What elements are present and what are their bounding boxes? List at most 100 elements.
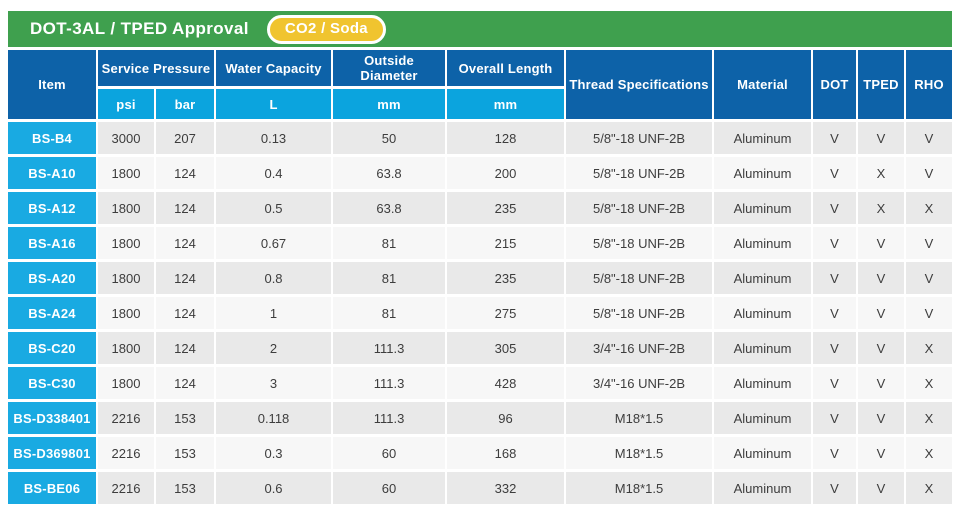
spec-table: Item Service Pressure Water Capacity Out… xyxy=(6,47,954,507)
col-header-dot: DOT xyxy=(813,50,857,119)
col-subheader-psi: psi xyxy=(98,89,154,119)
cell-material: Aluminum xyxy=(714,437,812,469)
cell-tped: V xyxy=(858,472,905,504)
cell-psi: 2216 xyxy=(98,402,154,434)
table-row: BS-D369801 2216 153 0.3 60 168 M18*1.5 Aluminum… xyxy=(8,437,953,469)
col-header-material: Material xyxy=(714,50,812,119)
cell-material: Aluminum xyxy=(714,157,812,189)
cell-water-capacity-l: 0.6 xyxy=(216,472,332,504)
cell-rho: X xyxy=(906,437,953,469)
cell-rho: X xyxy=(906,472,953,504)
cell-bar: 207 xyxy=(156,122,215,154)
cell-tped: V xyxy=(858,402,905,434)
cell-bar: 153 xyxy=(156,437,215,469)
cell-dot: V xyxy=(813,472,857,504)
table-row: BS-A10 1800 124 0.4 63.8 200 5/8"-18 UNF-2B Alu… xyxy=(8,157,953,189)
cell-material: Aluminum xyxy=(714,122,812,154)
table-row: BS-B4 3000 207 0.13 50 128 5/8"-18 UNF-2B Alumi… xyxy=(8,122,953,154)
cell-thread: M18*1.5 xyxy=(566,402,713,434)
cell-dot: V xyxy=(813,227,857,259)
cell-item: BS-C20 xyxy=(8,332,96,364)
cell-psi: 3000 xyxy=(98,122,154,154)
cell-water-capacity-l: 2 xyxy=(216,332,332,364)
cell-item: BS-D338401 xyxy=(8,402,96,434)
cell-bar: 124 xyxy=(156,262,215,294)
cell-psi: 1800 xyxy=(98,332,154,364)
col-subheader-outside-diameter-unit: mm xyxy=(333,89,446,119)
cell-dot: V xyxy=(813,157,857,189)
cell-item: BS-B4 xyxy=(8,122,96,154)
cell-overall-length-mm: 235 xyxy=(447,262,565,294)
table-body: BS-B4 3000 207 0.13 50 128 5/8"-18 UNF-2B Alumi… xyxy=(8,122,953,504)
cell-dot: V xyxy=(813,437,857,469)
cell-dot: V xyxy=(813,402,857,434)
cell-thread: 5/8"-18 UNF-2B xyxy=(566,227,713,259)
cell-psi: 1800 xyxy=(98,367,154,399)
cell-material: Aluminum xyxy=(714,297,812,329)
cell-dot: V xyxy=(813,332,857,364)
page-title: DOT-3AL / TPED Approval xyxy=(30,19,249,38)
col-header-item: Item xyxy=(8,50,96,119)
cell-water-capacity-l: 0.4 xyxy=(216,157,332,189)
cell-overall-length-mm: 235 xyxy=(447,192,565,224)
cell-thread: 3/4"-16 UNF-2B xyxy=(566,332,713,364)
table-row: BS-C30 1800 124 3 111.3 428 3/4"-16 UNF-2B Alum… xyxy=(8,367,953,399)
cell-tped: X xyxy=(858,192,905,224)
cell-item: BS-A10 xyxy=(8,157,96,189)
cell-thread: 5/8"-18 UNF-2B xyxy=(566,262,713,294)
cell-overall-length-mm: 128 xyxy=(447,122,565,154)
cell-item: BS-A16 xyxy=(8,227,96,259)
col-header-water-capacity: Water Capacity xyxy=(216,50,332,86)
cell-material: Aluminum xyxy=(714,472,812,504)
col-header-tped: TPED xyxy=(858,50,905,119)
cell-rho: X xyxy=(906,332,953,364)
cell-rho: X xyxy=(906,192,953,224)
cell-item: BS-A20 xyxy=(8,262,96,294)
col-subheader-bar: bar xyxy=(156,89,215,119)
cell-psi: 1800 xyxy=(98,157,154,189)
cell-water-capacity-l: 0.3 xyxy=(216,437,332,469)
col-subheader-overall-length-unit: mm xyxy=(447,89,565,119)
table-row: BS-C20 1800 124 2 111.3 305 3/4"-16 UNF-2B Alum… xyxy=(8,332,953,364)
col-header-service-pressure: Service Pressure xyxy=(98,50,215,86)
cell-overall-length-mm: 332 xyxy=(447,472,565,504)
cell-dot: V xyxy=(813,262,857,294)
cell-thread: 5/8"-18 UNF-2B xyxy=(566,192,713,224)
cell-material: Aluminum xyxy=(714,262,812,294)
cell-tped: V xyxy=(858,122,905,154)
col-header-thread-specifications: Thread Specifications xyxy=(566,50,713,119)
cell-dot: V xyxy=(813,297,857,329)
cell-bar: 153 xyxy=(156,472,215,504)
cell-item: BS-D369801 xyxy=(8,437,96,469)
cell-water-capacity-l: 1 xyxy=(216,297,332,329)
col-header-outside-diameter: Outside Diameter xyxy=(333,50,446,86)
cell-rho: V xyxy=(906,297,953,329)
col-subheader-water-capacity-unit: L xyxy=(216,89,332,119)
cell-outside-diameter-mm: 111.3 xyxy=(333,402,446,434)
cell-outside-diameter-mm: 60 xyxy=(333,437,446,469)
cell-dot: V xyxy=(813,367,857,399)
cell-material: Aluminum xyxy=(714,227,812,259)
cell-tped: V xyxy=(858,332,905,364)
cell-thread: M18*1.5 xyxy=(566,437,713,469)
cell-bar: 153 xyxy=(156,402,215,434)
cell-bar: 124 xyxy=(156,192,215,224)
table-row: BS-BE06 2216 153 0.6 60 332 M18*1.5 Aluminum V V X xyxy=(8,472,953,504)
cell-bar: 124 xyxy=(156,367,215,399)
cell-item: BS-A12 xyxy=(8,192,96,224)
table-row: BS-A24 1800 124 1 81 275 5/8"-18 UNF-2B Aluminu… xyxy=(8,297,953,329)
cell-material: Aluminum xyxy=(714,192,812,224)
cell-psi: 1800 xyxy=(98,227,154,259)
cell-item: BS-A24 xyxy=(8,297,96,329)
table-row: BS-A12 1800 124 0.5 63.8 235 5/8"-18 UNF-2B Alu… xyxy=(8,192,953,224)
cell-water-capacity-l: 0.13 xyxy=(216,122,332,154)
cell-outside-diameter-mm: 81 xyxy=(333,262,446,294)
cell-overall-length-mm: 168 xyxy=(447,437,565,469)
cell-rho: V xyxy=(906,157,953,189)
cell-thread: 5/8"-18 UNF-2B xyxy=(566,122,713,154)
cell-psi: 2216 xyxy=(98,472,154,504)
cell-water-capacity-l: 0.5 xyxy=(216,192,332,224)
cell-item: BS-BE06 xyxy=(8,472,96,504)
cell-material: Aluminum xyxy=(714,332,812,364)
